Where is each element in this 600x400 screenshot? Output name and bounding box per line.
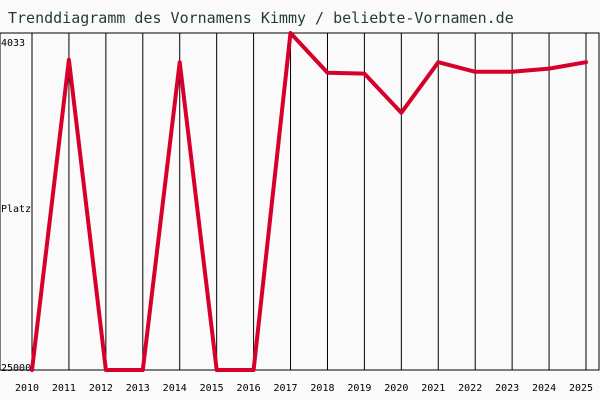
grid-lines bbox=[31, 33, 587, 370]
x-tick-2010: 2010 bbox=[15, 383, 39, 394]
y-tick-top: 4033 bbox=[1, 38, 25, 49]
x-tick-2012: 2012 bbox=[89, 383, 113, 394]
x-tick-2025: 2025 bbox=[569, 383, 593, 394]
x-tick-2018: 2018 bbox=[310, 383, 334, 394]
x-tick-2014: 2014 bbox=[163, 383, 187, 394]
series-line-kimmy bbox=[30, 31, 588, 372]
x-tick-2011: 2011 bbox=[52, 383, 76, 394]
y-tick-bottom: 25000 bbox=[1, 363, 31, 374]
y-axis-label: Platz bbox=[1, 204, 31, 215]
x-tick-2024: 2024 bbox=[532, 383, 556, 394]
x-tick-2013: 2013 bbox=[126, 383, 150, 394]
x-tick-2022: 2022 bbox=[458, 383, 482, 394]
x-tick-2020: 2020 bbox=[384, 383, 408, 394]
x-tick-labels: 2010 2011 2012 2013 2014 2015 2016 2017 2018 2019… bbox=[15, 383, 593, 394]
x-tick-2017: 2017 bbox=[273, 383, 297, 394]
x-tick-2023: 2023 bbox=[495, 383, 519, 394]
chart-title: Trenddiagramm des Vornamens Kimmy / beli… bbox=[8, 9, 514, 27]
x-tick-2021: 2021 bbox=[421, 383, 445, 394]
plot-frame bbox=[0, 32, 600, 371]
x-tick-2019: 2019 bbox=[347, 383, 371, 394]
x-tick-2016: 2016 bbox=[237, 383, 261, 394]
x-tick-2015: 2015 bbox=[200, 383, 224, 394]
